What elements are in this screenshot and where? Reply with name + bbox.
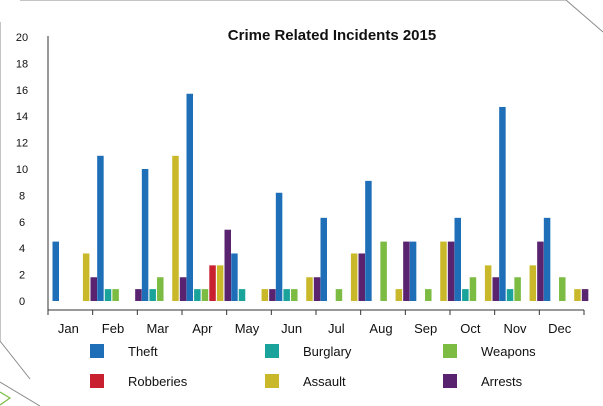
bar-weapons-jun	[291, 289, 298, 301]
bar-theft-mar	[141, 169, 149, 301]
bar-weapons-oct	[469, 277, 477, 301]
bar-burglary-feb	[104, 289, 112, 301]
x-tick-label-sep: Sep	[414, 321, 437, 336]
bar-arrests-aug	[403, 241, 410, 301]
bar-arrests-sep	[447, 241, 455, 301]
bar-theft-dec	[543, 217, 551, 301]
y-tick-label: 12	[16, 138, 28, 150]
x-tick-label-jul: Jul	[328, 321, 345, 336]
x-tick-label-oct: Oct	[460, 321, 481, 336]
x-tick-label-may: May	[235, 321, 260, 336]
bar-theft-apr	[186, 93, 193, 301]
chart-bars	[52, 93, 589, 302]
y-tick-label: 14	[16, 111, 28, 123]
y-tick-label: 10	[16, 164, 28, 176]
x-tick-label-dec: Dec	[548, 321, 572, 336]
bar-assault-apr	[216, 265, 224, 301]
bar-assault-jun	[306, 277, 313, 301]
chart-title: Crime Related Incidents 2015	[228, 27, 436, 44]
bar-theft-may	[231, 253, 238, 301]
bar-weapons-apr	[201, 289, 209, 301]
bar-weapons-dec	[559, 277, 566, 301]
bar-theft-nov	[499, 106, 506, 302]
bar-arrests-oct	[492, 277, 499, 301]
bar-assault-oct	[484, 265, 492, 301]
bar-weapons-nov	[514, 277, 521, 301]
x-tick-label-apr: Apr	[192, 321, 213, 336]
bar-arrests-feb	[135, 289, 142, 301]
x-tick-label-nov: Nov	[503, 321, 527, 336]
bar-arrests-apr	[224, 229, 231, 301]
bar-burglary-may	[238, 289, 246, 301]
bar-burglary-oct	[462, 289, 469, 301]
y-tick-label: 18	[16, 58, 28, 70]
bar-arrests-nov	[537, 241, 544, 301]
bar-assault-jan	[82, 253, 90, 301]
bar-assault-sep	[440, 241, 447, 301]
y-tick-label: 8	[19, 190, 25, 202]
frame-bottom-left-edge	[0, 381, 41, 406]
bar-robberies-apr	[209, 265, 216, 301]
bar-theft-jul	[320, 217, 327, 301]
y-tick-label: 4	[19, 243, 25, 255]
x-tick-label-aug: Aug	[369, 321, 392, 336]
bar-burglary-jun	[283, 289, 290, 301]
bar-theft-jun	[275, 192, 283, 301]
bar-theft-sep	[409, 241, 417, 301]
bar-theft-jan	[52, 241, 59, 301]
bar-arrests-jul	[358, 253, 365, 301]
x-tick-label-mar: Mar	[146, 321, 169, 336]
bar-arrests-dec	[581, 289, 589, 301]
bar-burglary-nov	[506, 289, 514, 301]
bar-weapons-feb	[112, 289, 119, 301]
bar-theft-oct	[454, 217, 461, 301]
bar-theft-feb	[97, 155, 104, 301]
y-tick-label: 6	[19, 217, 25, 229]
y-tick-label: 20	[16, 32, 28, 44]
bar-assault-dec	[574, 289, 581, 301]
x-axis-labels: Jan Feb Mar Apr May Jun Jul Aug Sep Oct Nov Dec	[58, 321, 572, 336]
frame-left-edge	[0, 22, 31, 380]
y-tick-label: 2	[19, 270, 25, 282]
bar-burglary-mar	[149, 289, 156, 301]
bar-weapons-mar	[157, 277, 164, 301]
x-tick-label-jun: Jun	[281, 321, 302, 336]
x-tick-label-jan: Jan	[58, 321, 79, 336]
bar-weapons-aug	[380, 241, 387, 301]
y-axis-labels: 0 2 4 6 8 10 12 14 16 18 20	[16, 32, 28, 308]
bar-arrests-may	[269, 289, 276, 301]
chart-axes	[47, 36, 585, 315]
bar-assault-mar	[172, 155, 179, 301]
bar-theft-aug	[365, 180, 372, 301]
bar-assault-nov	[529, 265, 537, 301]
bar-arrests-mar	[179, 277, 187, 301]
bar-weapons-sep	[425, 289, 432, 301]
bar-assault-may	[261, 289, 269, 301]
x-tick-label-feb: Feb	[102, 321, 124, 336]
bar-assault-aug	[395, 289, 403, 301]
frame-accent-chevron-icon	[0, 391, 12, 406]
bar-arrests-jun	[313, 277, 321, 301]
bar-burglary-apr	[194, 289, 201, 301]
bar-assault-jul	[350, 253, 358, 301]
bar-arrests-jan	[90, 277, 97, 301]
y-tick-label: 16	[16, 85, 28, 97]
frame-top-edge	[20, 0, 603, 33]
y-tick-label: 0	[19, 296, 25, 308]
bar-weapons-jul	[335, 289, 343, 301]
